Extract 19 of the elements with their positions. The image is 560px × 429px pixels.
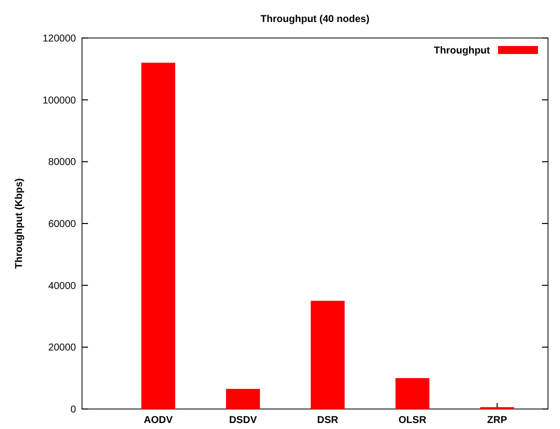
x-tick-label: OLSR xyxy=(398,415,428,426)
y-tick-label: 120000 xyxy=(42,34,76,44)
bar xyxy=(395,378,430,409)
bar xyxy=(226,388,260,409)
y-tick-label: 60000 xyxy=(48,219,76,230)
y-tick-label: 20000 xyxy=(48,342,76,354)
chart-title: Throughput (40 nodes) xyxy=(260,14,370,25)
legend-label: Throughput xyxy=(434,46,491,56)
y-tick-label: 0 xyxy=(70,404,76,416)
bar xyxy=(141,62,176,409)
y-tick-label: 80000 xyxy=(48,157,76,168)
x-tick-label: DSR xyxy=(317,415,340,426)
bar xyxy=(310,300,345,409)
y-tick-label: 100000 xyxy=(42,95,76,106)
x-tick-label: DSDV xyxy=(229,415,258,426)
x-tick-label: AODV xyxy=(144,415,174,426)
y-axis-title: Throughput (Kbps) xyxy=(14,178,25,269)
x-tick-label: ZRP xyxy=(487,415,508,426)
y-tick-label: 40000 xyxy=(48,280,76,292)
